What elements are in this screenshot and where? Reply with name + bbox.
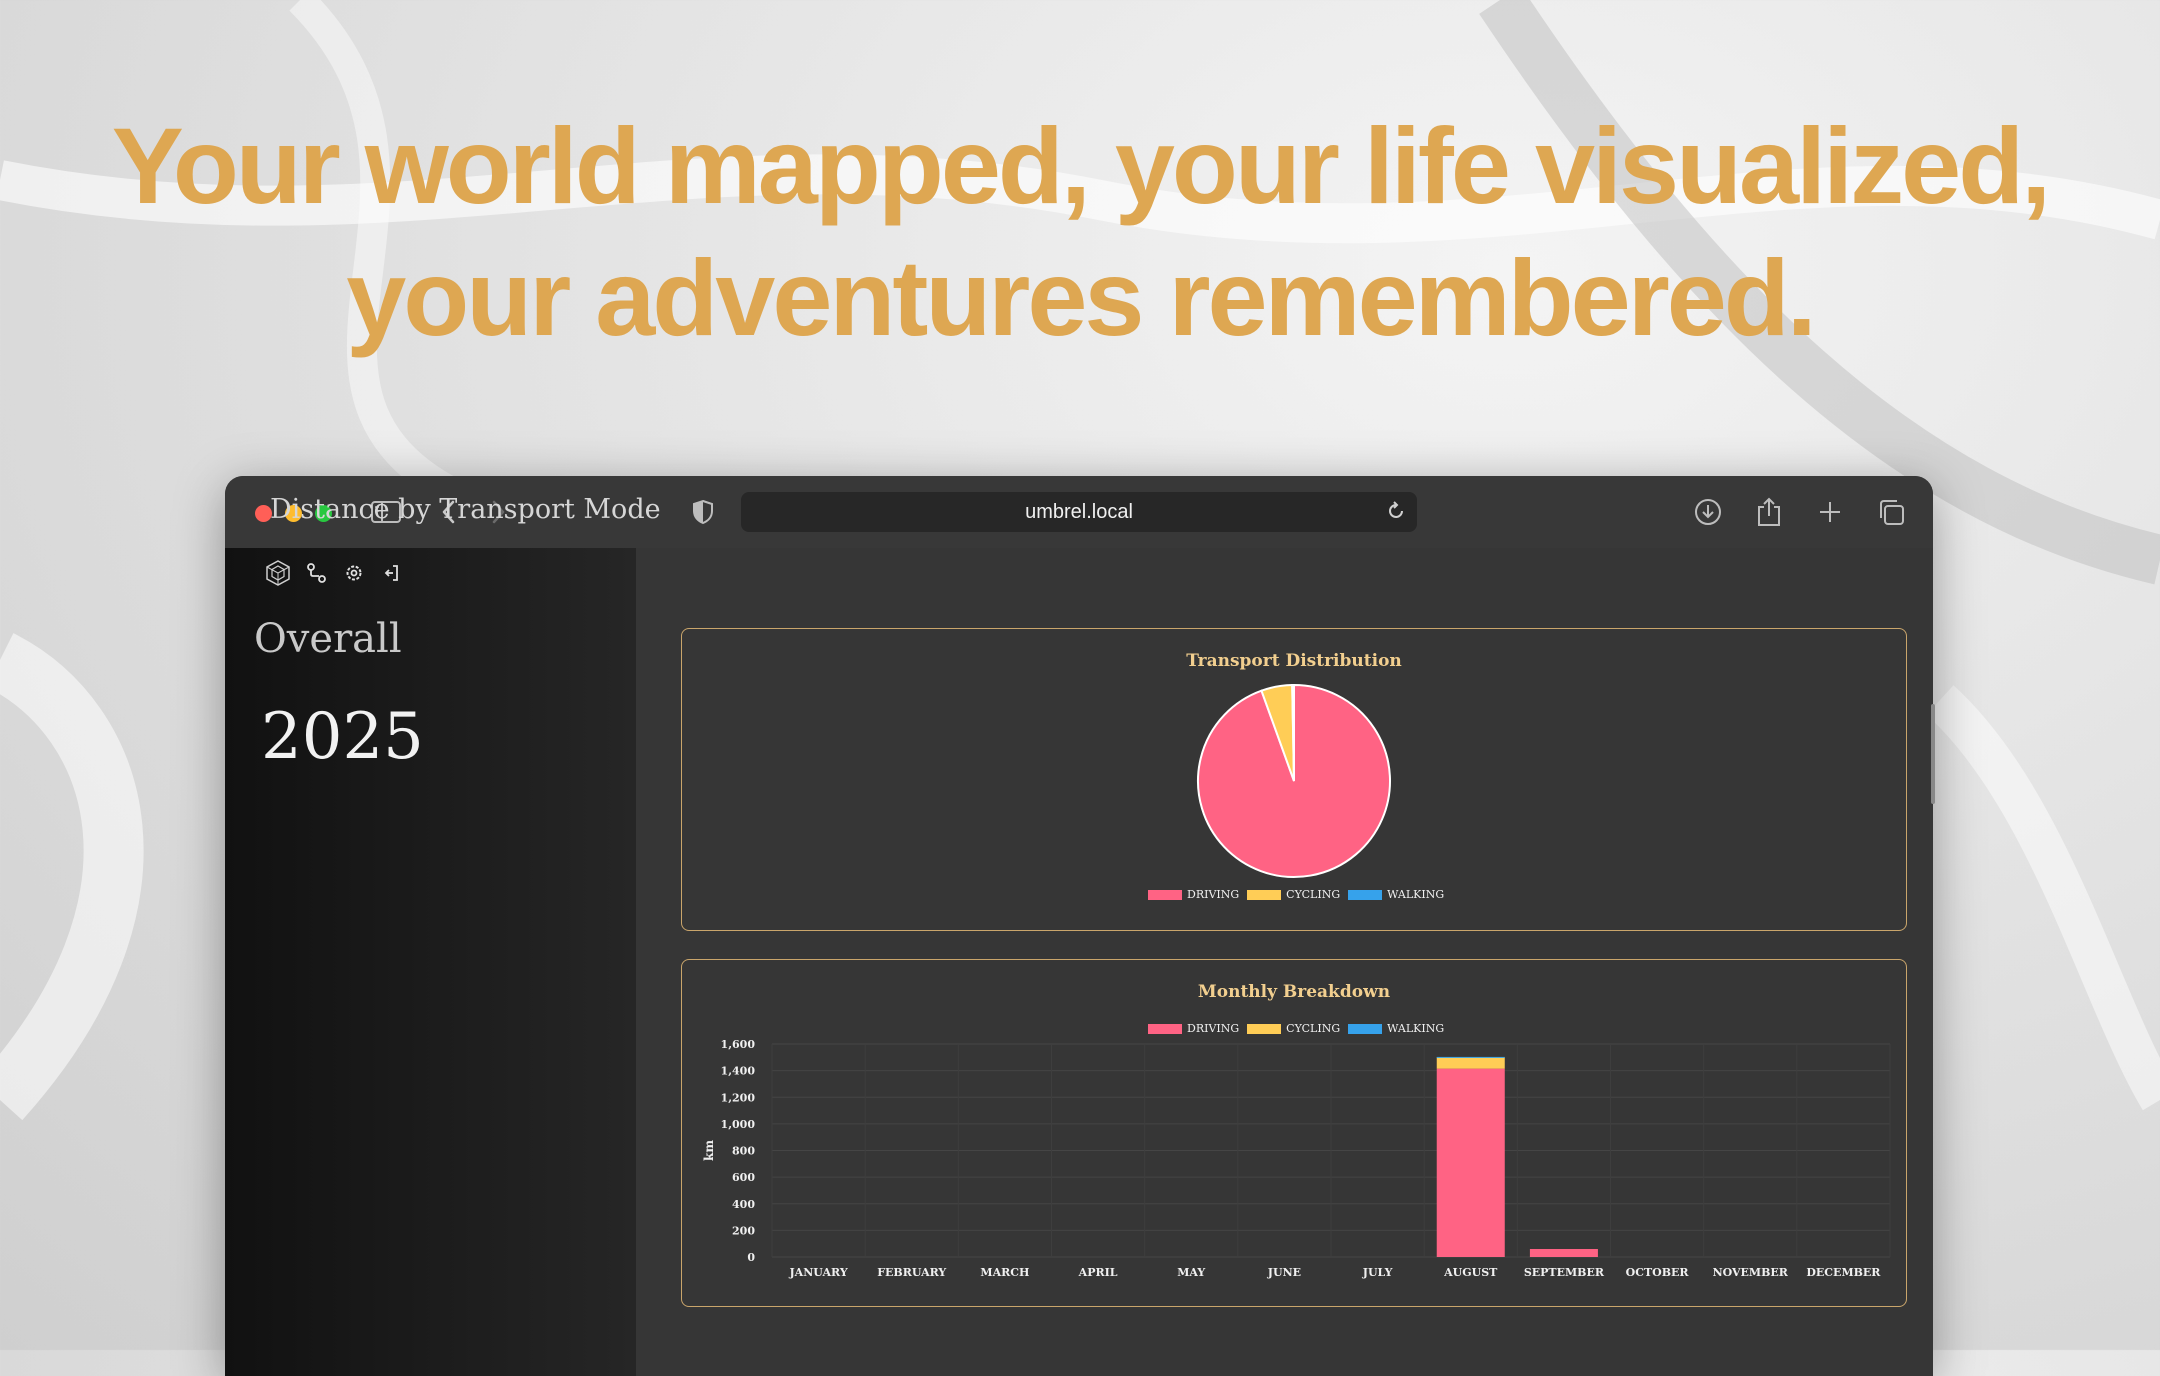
url-text: umbrel.local <box>1025 500 1133 523</box>
x-tick-label: MARCH <box>980 1266 1029 1279</box>
close-window-button[interactable] <box>255 505 272 522</box>
y-tick-label: 600 <box>732 1171 755 1184</box>
minimize-window-button[interactable] <box>285 505 302 522</box>
transport-distribution-card: Transport Distribution DRIVING CYCLING W… <box>681 628 1907 931</box>
headline-line-2: your adventures remembered. <box>346 237 1817 358</box>
gear-icon[interactable] <box>341 560 367 586</box>
walking-swatch <box>1348 1023 1383 1034</box>
y-tick-label: 1,000 <box>721 1118 756 1131</box>
bar-chart-title: Monthly Breakdown <box>1197 982 1391 1002</box>
cycling-swatch <box>1247 889 1282 900</box>
headline: Your world mapped, your life visualized,… <box>0 100 2160 364</box>
legend-driving[interactable]: DRIVING <box>1148 888 1239 901</box>
cycling-swatch <box>1247 1023 1282 1034</box>
x-tick-label: DECEMBER <box>1806 1266 1881 1279</box>
x-tick-label: JULY <box>1362 1266 1393 1279</box>
address-bar[interactable]: umbrel.local <box>741 492 1417 532</box>
legend-label: WALKING <box>1387 1022 1445 1035</box>
sidebar-toggle-icon[interactable] <box>368 494 404 530</box>
y-tick-label: 1,200 <box>721 1091 756 1104</box>
x-tick-label: MAY <box>1177 1266 1205 1279</box>
sidebar-icon-bar <box>265 560 405 586</box>
y-tick-label: 0 <box>747 1251 755 1264</box>
legend-driving[interactable]: DRIVING <box>1148 1022 1239 1035</box>
y-tick-label: 800 <box>732 1145 755 1158</box>
logout-icon[interactable] <box>379 560 405 586</box>
driving-swatch <box>1148 889 1182 900</box>
tabs-overview-icon[interactable] <box>1873 494 1909 530</box>
legend-walking[interactable]: WALKING <box>1348 888 1444 901</box>
pie-chart-title: Transport Distribution <box>1186 651 1402 671</box>
legend-cycling[interactable]: CYCLING <box>1247 888 1340 901</box>
x-tick-label: JUNE <box>1267 1266 1301 1279</box>
x-tick-label: APRIL <box>1078 1266 1118 1279</box>
bar-driving-september[interactable] <box>1529 1249 1598 1257</box>
zoom-window-button[interactable] <box>315 505 332 522</box>
bar-walking-august[interactable] <box>1436 1056 1505 1058</box>
overall-heading: Overall <box>254 616 402 662</box>
monthly-breakdown-card: Monthly Breakdown DRIVING CYCLING WALKIN… <box>681 959 1907 1307</box>
legend-label: DRIVING <box>1187 1022 1240 1035</box>
pie-slice-walking[interactable] <box>1291 683 1295 782</box>
bar-driving-august[interactable] <box>1436 1068 1505 1257</box>
pie-chart <box>1197 683 1391 878</box>
logo-icon[interactable] <box>265 560 291 586</box>
x-tick-label: JANUARY <box>788 1266 847 1279</box>
pie-legend: DRIVING CYCLING WALKING <box>1148 888 1444 901</box>
legend-label: CYCLING <box>1286 888 1341 901</box>
y-tick-label: 400 <box>732 1198 755 1211</box>
y-tick-label: 200 <box>732 1224 755 1237</box>
legend-label: WALKING <box>1387 888 1445 901</box>
route-icon[interactable] <box>303 560 329 586</box>
new-tab-icon[interactable] <box>1812 494 1848 530</box>
x-tick-label: SEPTEMBER <box>1524 1266 1605 1279</box>
reload-icon[interactable] <box>1385 500 1407 528</box>
page-scrollbar[interactable] <box>1931 704 1935 804</box>
headline-line-1: Your world mapped, your life visualized, <box>111 105 2051 226</box>
bar-cycling-august[interactable] <box>1436 1057 1505 1069</box>
y-tick-label: 1,400 <box>721 1065 756 1078</box>
forward-icon[interactable] <box>480 494 516 530</box>
legend-label: CYCLING <box>1286 1022 1341 1035</box>
y-tick-label: 1,600 <box>721 1038 756 1051</box>
app-sidebar: Overall 2025 <box>225 548 636 1376</box>
legend-label: DRIVING <box>1187 888 1240 901</box>
x-tick-label: FEBRUARY <box>877 1266 946 1279</box>
x-tick-label: AUGUST <box>1443 1266 1498 1279</box>
legend-cycling[interactable]: CYCLING <box>1247 1022 1340 1035</box>
share-icon[interactable] <box>1751 494 1787 530</box>
year-selector[interactable]: 2025 <box>261 700 424 774</box>
walking-swatch <box>1348 889 1383 900</box>
driving-swatch <box>1148 1023 1182 1034</box>
back-icon[interactable] <box>431 494 467 530</box>
privacy-shield-icon[interactable] <box>685 494 721 530</box>
bar-legend: DRIVING CYCLING WALKING <box>1148 1022 1444 1035</box>
x-tick-label: NOVEMBER <box>1713 1266 1789 1279</box>
y-axis-label: km <box>702 1140 716 1161</box>
legend-walking[interactable]: WALKING <box>1348 1022 1444 1035</box>
download-icon[interactable] <box>1690 494 1726 530</box>
section-title: Distance by Transport Mode <box>270 494 661 525</box>
bar-chart: 0 200 400 600 800 1,000 1,200 1,400 1,600 km JANUA… <box>702 1038 1891 1279</box>
x-tick-label: OCTOBER <box>1626 1266 1690 1279</box>
